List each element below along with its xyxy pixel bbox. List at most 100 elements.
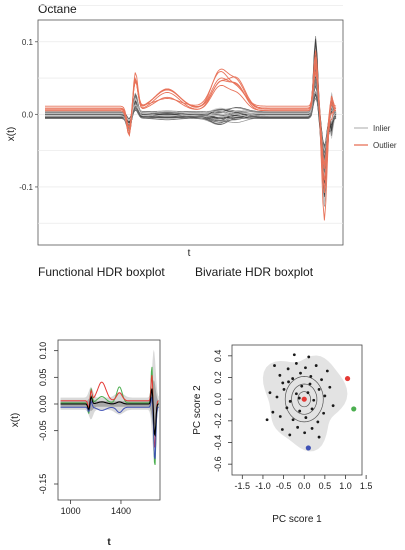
inlier-curve (45, 35, 337, 167)
inlier-curve (45, 57, 337, 169)
scatter-point (306, 391, 310, 395)
scatter-point (291, 418, 295, 422)
scatter-point (316, 420, 320, 424)
bivariate-x-tick-label: -1.0 (255, 481, 271, 491)
scatter-point (298, 409, 302, 413)
scatter-point (323, 394, 327, 398)
scatter-point (314, 364, 318, 367)
bivariate-x-tick-label: 1.5 (360, 481, 373, 491)
scatter-point (325, 369, 329, 373)
bivariate-x-tick-label: 0.5 (319, 481, 332, 491)
hdr-contour (284, 376, 324, 423)
scatter-point (331, 404, 335, 408)
inlier-curve (45, 83, 337, 151)
top-plot-background (37, 19, 344, 246)
outlier-point (305, 445, 311, 451)
functional-x-ticks: 1000 1400 (61, 500, 131, 516)
scatter-point (278, 373, 282, 377)
legend-outlier-label: Outlier (373, 141, 397, 150)
bivariate-y-ticks: -0.6 -0.4 -0.2 0.0 0.2 0.4 (213, 350, 232, 472)
outlier-point (351, 406, 357, 412)
scatter-point (310, 407, 314, 411)
scatter-point (328, 385, 332, 389)
scatter-point (310, 427, 314, 430)
scatter-point (285, 406, 289, 410)
top-y-tick-label: 0.1 (22, 38, 34, 47)
functional-y-tick-label: -0.05 (38, 420, 48, 441)
top-chart-panel: 0.1 0.0 -0.1 (19, 5, 344, 246)
hdr-contour (291, 383, 318, 415)
scatter-point (312, 398, 316, 402)
scatter-point (300, 384, 304, 388)
scatter-point (303, 431, 307, 435)
scatter-point (304, 416, 308, 419)
scatter-point (281, 381, 285, 385)
scatter-point (271, 410, 275, 414)
scatter-point (309, 375, 313, 378)
top-chart-title: Octane (38, 2, 77, 16)
top-y-tick-label: -0.1 (19, 183, 33, 192)
scatter-point (304, 366, 307, 370)
scatter-point (265, 418, 269, 422)
inlier-curve (45, 82, 337, 154)
outlier-curve-red (60, 375, 159, 448)
outlier-curve (45, 71, 337, 169)
bivariate-x-tick-label: 0.0 (298, 481, 311, 491)
bivariate-chart-panel: -1.5 -1.0 -0.5 0.0 0.5 1.0 1.5 -0.6 -0.4 -0.2 0.0… (213, 344, 373, 491)
outlier-point (344, 375, 351, 382)
bivariate-y-tick-label: 0.0 (213, 393, 223, 406)
inlier-curve (45, 49, 337, 180)
scatter-point (273, 364, 276, 367)
scatter-point (296, 425, 300, 429)
bivariate-x-axis-label: PC score 1 (272, 514, 322, 525)
functional-x-tick-label: 1000 (61, 506, 81, 516)
top-legend: Inlier Outlier (354, 124, 397, 150)
bivariate-y-tick-label: -0.6 (213, 456, 223, 472)
functional-y-tick-label: 0.00 (38, 395, 48, 413)
top-y-ticks: 0.1 0.0 -0.1 (19, 38, 38, 192)
scatter-point (322, 411, 326, 415)
functional-curves (60, 349, 159, 466)
functional-y-axis-label: x(t) (10, 413, 21, 427)
scatter-point (268, 391, 272, 395)
scatter-point (287, 380, 290, 384)
outlier-curve-green (60, 366, 159, 466)
bivariate-hdr-title: Bivariate HDR boxplot (195, 265, 314, 279)
legend-inlier-label: Inlier (373, 124, 391, 133)
scatter-point (297, 396, 301, 400)
bivariate-x-tick-label: -1.5 (235, 481, 251, 491)
functional-hdr-title: Functional HDR boxplot (38, 265, 165, 279)
scatter-point (288, 433, 292, 437)
top-y-axis-label: x(t) (6, 127, 17, 141)
scatter-point (278, 415, 282, 418)
top-x-axis-label: t (188, 248, 191, 259)
median-curve (60, 388, 159, 437)
scatter-point (299, 371, 302, 375)
scatter-point (291, 377, 295, 380)
bivariate-y-tick-label: 0.2 (213, 371, 223, 384)
scatter-point (288, 399, 292, 403)
bivariate-y-tick-label: 0.4 (213, 350, 223, 363)
inlier-curve (45, 66, 337, 181)
bivariate-y-axis-label: PC score 2 (192, 385, 203, 435)
scatter-point (317, 435, 321, 439)
scatter-point (317, 388, 321, 391)
functional-y-tick-label: 0.10 (38, 342, 48, 360)
bivariate-x-ticks: -1.5 -1.0 -0.5 0.0 0.5 1.0 1.5 (235, 475, 373, 491)
outer-hdr-region (262, 355, 348, 452)
bivariate-x-tick-label: 1.0 (339, 481, 352, 491)
outlier-curve-blue (60, 395, 159, 460)
functional-y-tick-label: -0.15 (38, 474, 48, 495)
scatter-point (307, 355, 311, 359)
bivariate-x-tick-label: -0.5 (276, 481, 292, 491)
outlier-curve (45, 65, 337, 190)
scatter-point (286, 367, 290, 371)
functional-y-ticks: -0.15 -0.05 0.00 0.05 0.10 (38, 342, 58, 494)
scatter-point (294, 362, 298, 365)
top-curves (45, 35, 337, 221)
scatter-point (275, 395, 279, 399)
functional-y-tick-label: 0.05 (38, 369, 48, 387)
scatter-point (282, 388, 286, 391)
scatter-point (292, 353, 296, 357)
